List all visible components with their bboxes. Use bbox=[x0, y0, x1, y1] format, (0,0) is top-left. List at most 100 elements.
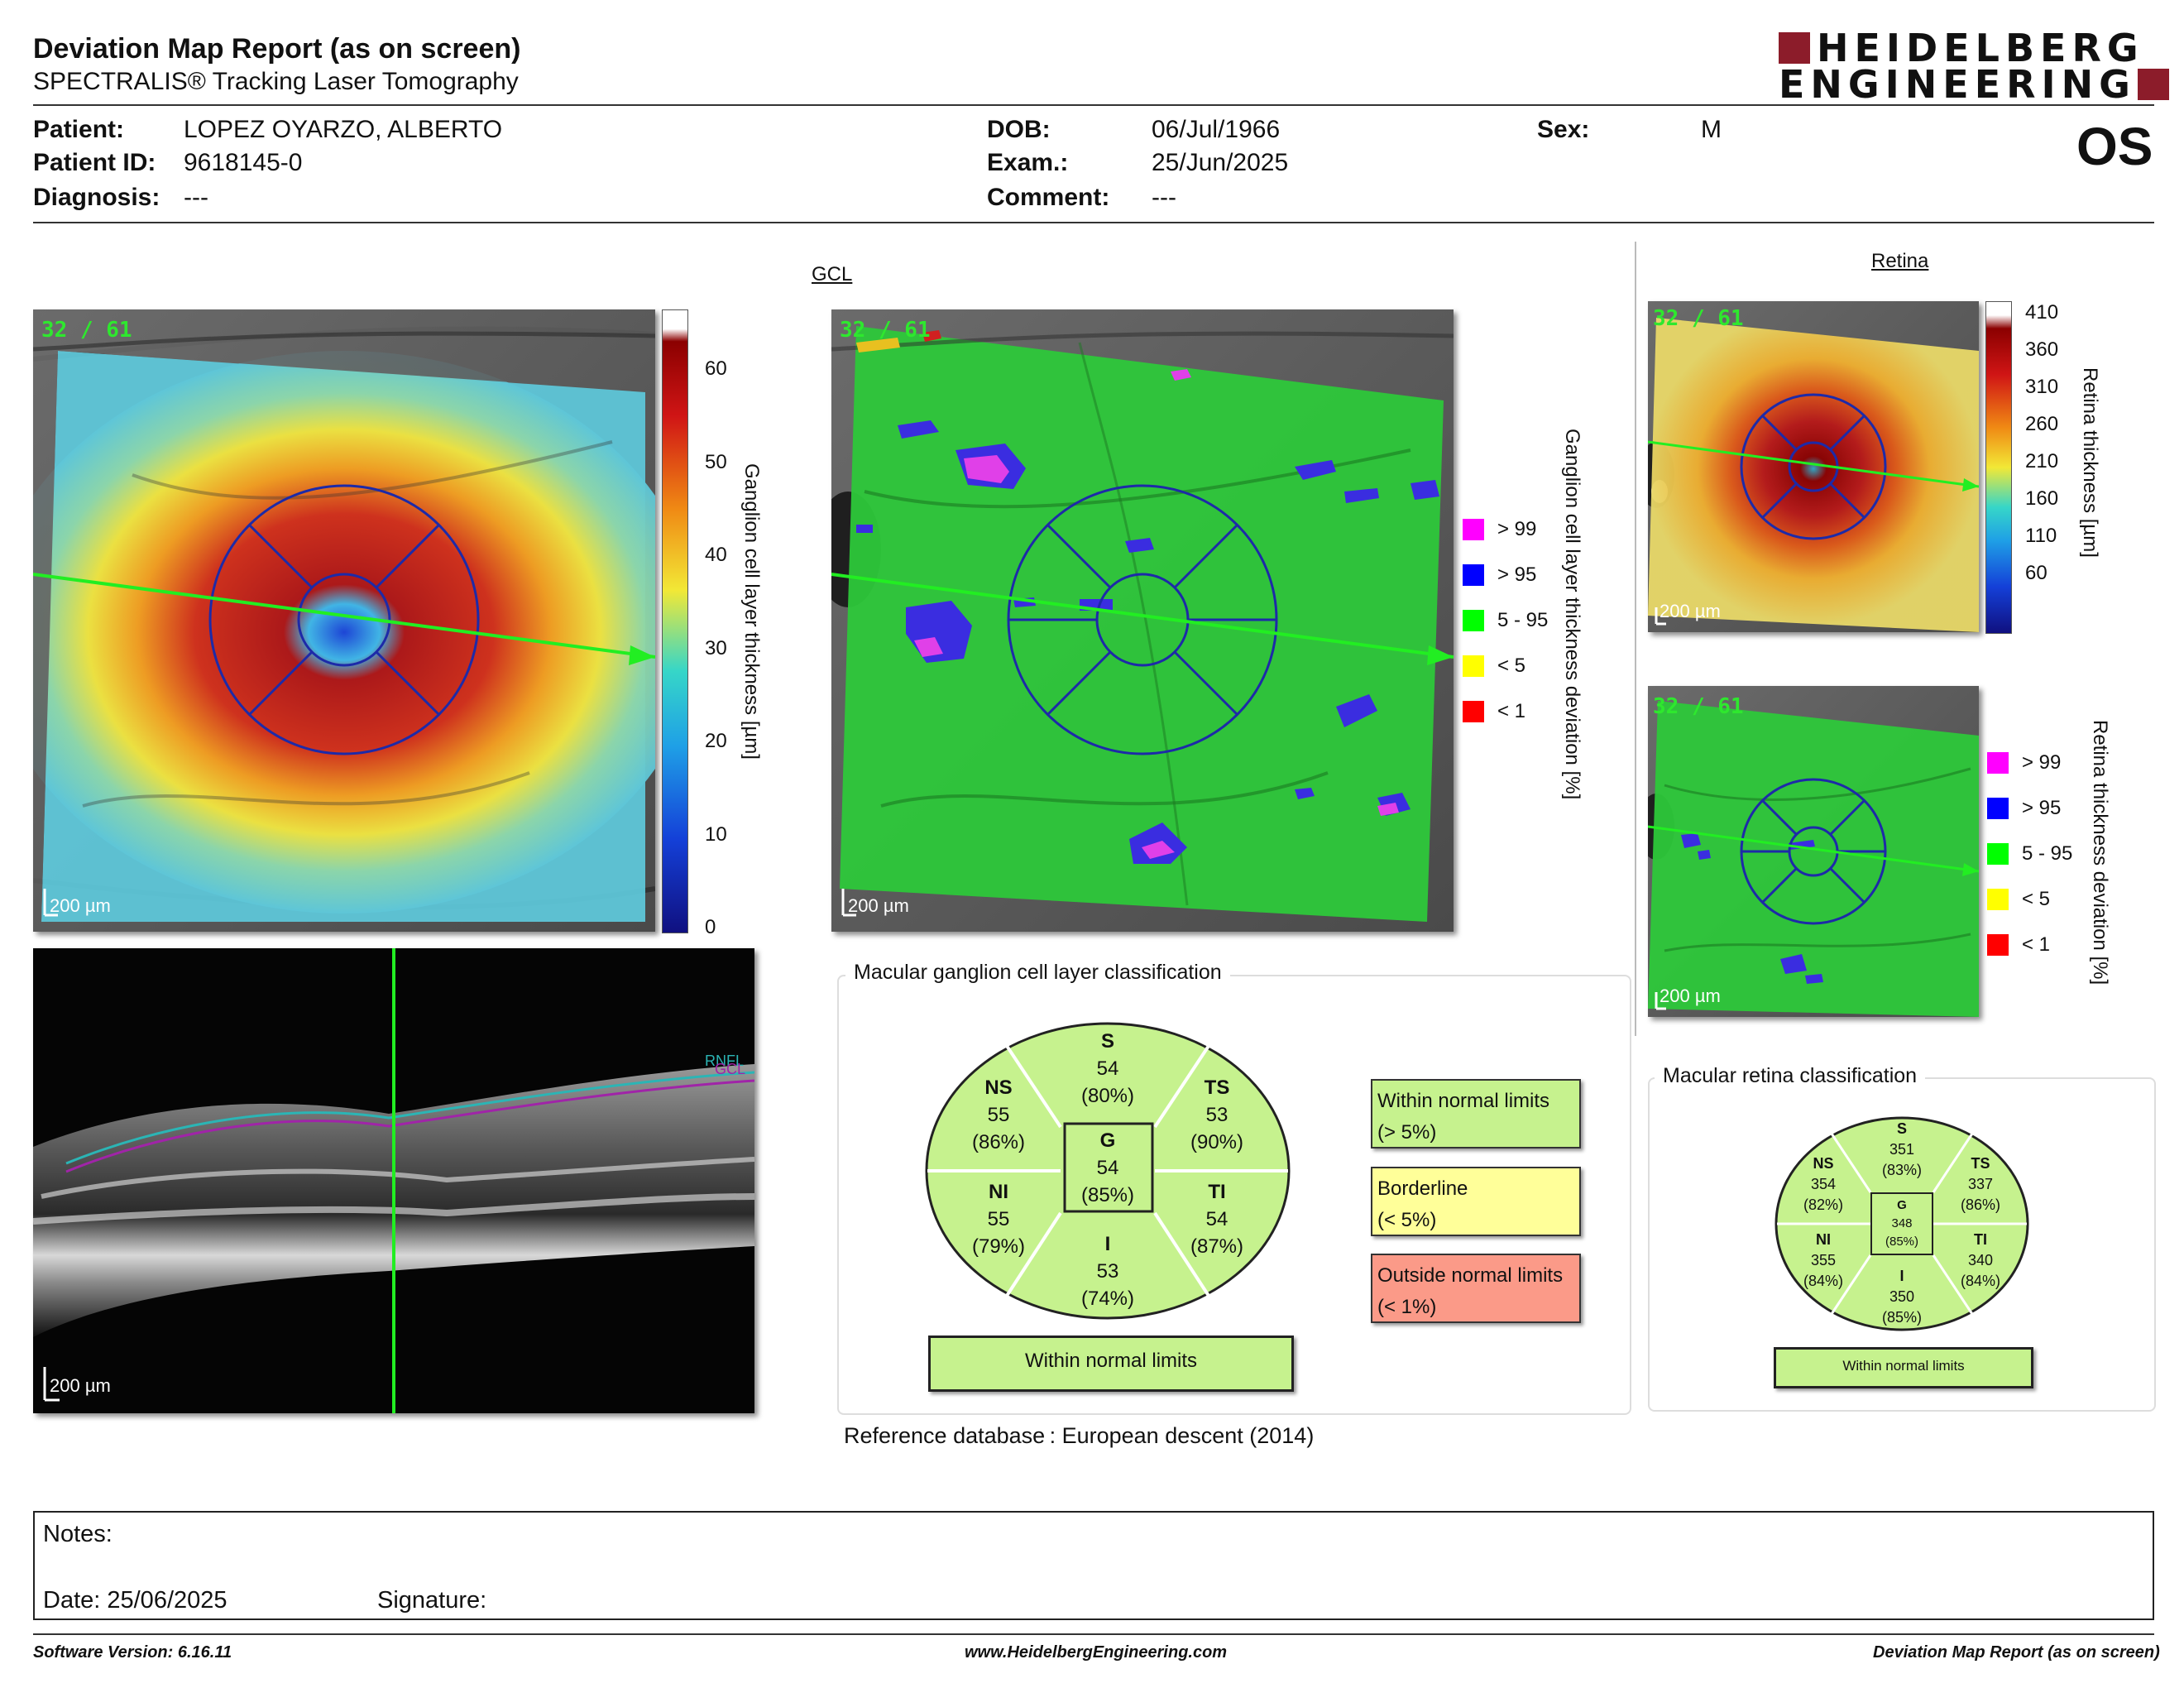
software-version: Software Version: 6.16.11 bbox=[33, 1643, 232, 1662]
gcl-layer-label: GCL bbox=[715, 1061, 746, 1077]
gcl-sector-ti: TI 54 (87%) bbox=[1190, 1181, 1244, 1258]
sex-label: Sex: bbox=[1537, 116, 1590, 143]
reference-database: Reference database : European descent (2… bbox=[844, 1423, 1315, 1448]
legend-label: > 99 bbox=[1497, 518, 1537, 540]
retina-sector-s: S 351 (83%) bbox=[1881, 1120, 1922, 1178]
deviation-legend-item: 5 - 95 bbox=[1463, 609, 1548, 632]
retina-sector-ns: NS 354 (82%) bbox=[1803, 1155, 1843, 1213]
dob-value: 06/Jul/1966 bbox=[1152, 116, 1281, 143]
legend-label: < 1 bbox=[2022, 933, 2051, 956]
retina-thickness-tick: 210 bbox=[2025, 450, 2059, 472]
gcl-sector-i: I 53 (74%) bbox=[1080, 1233, 1135, 1310]
patient-id-label: Patient ID: bbox=[33, 149, 156, 176]
gcl-sector-ns: NS 55 (86%) bbox=[971, 1077, 1026, 1153]
legend-label: > 99 bbox=[2022, 751, 2062, 774]
legend-swatch-icon bbox=[1987, 843, 2009, 865]
gcl-thickness-tick: 60 bbox=[705, 357, 727, 380]
dob-label: DOB: bbox=[987, 116, 1051, 143]
legend-swatch-icon bbox=[1987, 752, 2009, 774]
date-label: Date: 25/06/2025 bbox=[43, 1587, 228, 1614]
gcl-thickness-tick: 10 bbox=[705, 822, 727, 846]
legend-swatch-icon bbox=[1987, 889, 2009, 910]
oct-bscan: RNFL GCL 200 µm bbox=[33, 948, 754, 1413]
notes-box[interactable]: Notes: Date: 25/06/2025 Signature: bbox=[33, 1511, 2154, 1620]
report-subtitle: SPECTRALIS® Tracking Laser Tomography bbox=[33, 68, 519, 95]
notes-label: Notes: bbox=[43, 1521, 113, 1547]
gcl-deviation-frame-label: 32 / 61 bbox=[840, 318, 931, 343]
gcl-classification-panel bbox=[837, 975, 1631, 1415]
retina-thickness-axis-label: Retina thickness [µm] bbox=[2079, 367, 2101, 558]
footer-report-name: Deviation Map Report (as on screen) bbox=[1873, 1643, 2160, 1662]
patient-id-value: 9618145-0 bbox=[184, 149, 303, 176]
gcl-thickness-axis-label: Ganglion cell layer thickness [µm] bbox=[740, 463, 763, 760]
legend-label: < 5 bbox=[2022, 888, 2051, 910]
report-title: Deviation Map Report (as on screen) bbox=[33, 33, 521, 65]
gcl-thickness-colorbar bbox=[662, 309, 688, 933]
retina-thickness-tick: 110 bbox=[2025, 525, 2057, 547]
retina-thickness-colorbar bbox=[1985, 301, 2012, 634]
deviation-legend-item: > 99 bbox=[1987, 751, 2061, 774]
gcl-scale-label: 200 µm bbox=[50, 895, 111, 916]
gcl-sector-ni: NI 55 (79%) bbox=[971, 1181, 1026, 1258]
footer-divider bbox=[33, 1633, 2154, 1635]
retina-sector-i: I 350 (85%) bbox=[1881, 1268, 1922, 1326]
gcl-sector-s: S 54 (80%) bbox=[1080, 1030, 1135, 1107]
oct-bscan-image bbox=[33, 948, 754, 1413]
legend-swatch-icon bbox=[1463, 701, 1484, 722]
logo-square-icon bbox=[1779, 32, 1810, 64]
retina-sector-ts: TS 337 (86%) bbox=[1960, 1155, 2000, 1213]
sex-value: M bbox=[1701, 116, 1722, 143]
legend-swatch-icon bbox=[1463, 610, 1484, 631]
patient-divider bbox=[33, 222, 2154, 223]
legend-label: < 5 bbox=[1497, 655, 1526, 677]
eye-indicator: OS bbox=[2076, 117, 2153, 176]
retina-thickness-tick: 60 bbox=[2025, 562, 2048, 584]
website-link[interactable]: www.HeidelbergEngineering.com bbox=[965, 1643, 1228, 1662]
legend-borderline: Borderline (< 5%) bbox=[1371, 1167, 1581, 1236]
gcl-thickness-tick: 0 bbox=[705, 916, 716, 938]
gcl-deviation-scale-label: 200 µm bbox=[848, 895, 909, 916]
gcl-sector-g: G 54 (85%) bbox=[1080, 1129, 1135, 1206]
legend-label: > 95 bbox=[1497, 563, 1537, 586]
comment-value: --- bbox=[1152, 184, 1176, 211]
legend-swatch-icon bbox=[1463, 655, 1484, 677]
retina-deviation-map: 32 / 61 200 µm bbox=[1648, 686, 1979, 1017]
gcl-sector-shape bbox=[925, 1022, 1291, 1320]
legend-within-normal: Within normal limits (> 5%) bbox=[1371, 1079, 1581, 1149]
logo-square-icon bbox=[2137, 69, 2169, 100]
retina-deviation-axis-label: Retina thickness deviation [%] bbox=[2089, 720, 2111, 985]
retina-sector-g: G 348 (85%) bbox=[1885, 1198, 1918, 1249]
deviation-legend-item: < 1 bbox=[1463, 700, 1525, 723]
retina-deviation-image bbox=[1648, 686, 1979, 1017]
exam-value: 25/Jun/2025 bbox=[1152, 149, 1289, 176]
retina-thickness-map: 32 / 61 200 µm bbox=[1648, 301, 1979, 632]
gcl-thickness-tick: 40 bbox=[705, 544, 727, 566]
retina-classification-title: Macular retina classification bbox=[1655, 1064, 1926, 1088]
retina-thickness-tick: 410 bbox=[2025, 301, 2059, 324]
retina-frame-label: 32 / 61 bbox=[1653, 306, 1744, 331]
retina-section-label: Retina bbox=[1871, 250, 1929, 272]
diagnosis-value: --- bbox=[184, 184, 208, 211]
retina-sector-ni: NI 355 (84%) bbox=[1803, 1231, 1843, 1289]
rnfl-layer-label: RNFL bbox=[705, 1053, 745, 1069]
gcl-classification-result: Within normal limits bbox=[928, 1336, 1294, 1392]
gcl-section-label: GCL bbox=[812, 263, 853, 285]
retina-sector-ti: TI 340 (84%) bbox=[1960, 1231, 2000, 1289]
bscan-scale-label: 200 µm bbox=[50, 1375, 111, 1396]
patient-label: Patient: bbox=[33, 116, 125, 143]
deviation-legend-item: > 95 bbox=[1463, 563, 1536, 587]
deviation-legend-item: > 99 bbox=[1463, 518, 1536, 541]
retina-thickness-tick: 310 bbox=[2025, 376, 2059, 398]
gcl-deviation-image bbox=[831, 309, 1454, 932]
deviation-legend-item: < 1 bbox=[1987, 933, 2050, 957]
patient-name: LOPEZ OYARZO, ALBERTO bbox=[184, 116, 503, 143]
gcl-deviation-map: 32 / 61 200 µm bbox=[831, 309, 1454, 932]
section-divider bbox=[1635, 242, 1636, 1036]
deviation-legend-item: 5 - 95 bbox=[1987, 842, 2072, 866]
gcl-classification-title: Macular ganglion cell layer classificati… bbox=[845, 961, 1230, 985]
retina-thickness-tick: 260 bbox=[2025, 413, 2059, 435]
retina-deviation-frame-label: 32 / 61 bbox=[1653, 694, 1744, 719]
legend-swatch-icon bbox=[1987, 798, 2009, 819]
gcl-thickness-tick: 30 bbox=[705, 636, 727, 659]
exam-label: Exam.: bbox=[987, 149, 1069, 176]
